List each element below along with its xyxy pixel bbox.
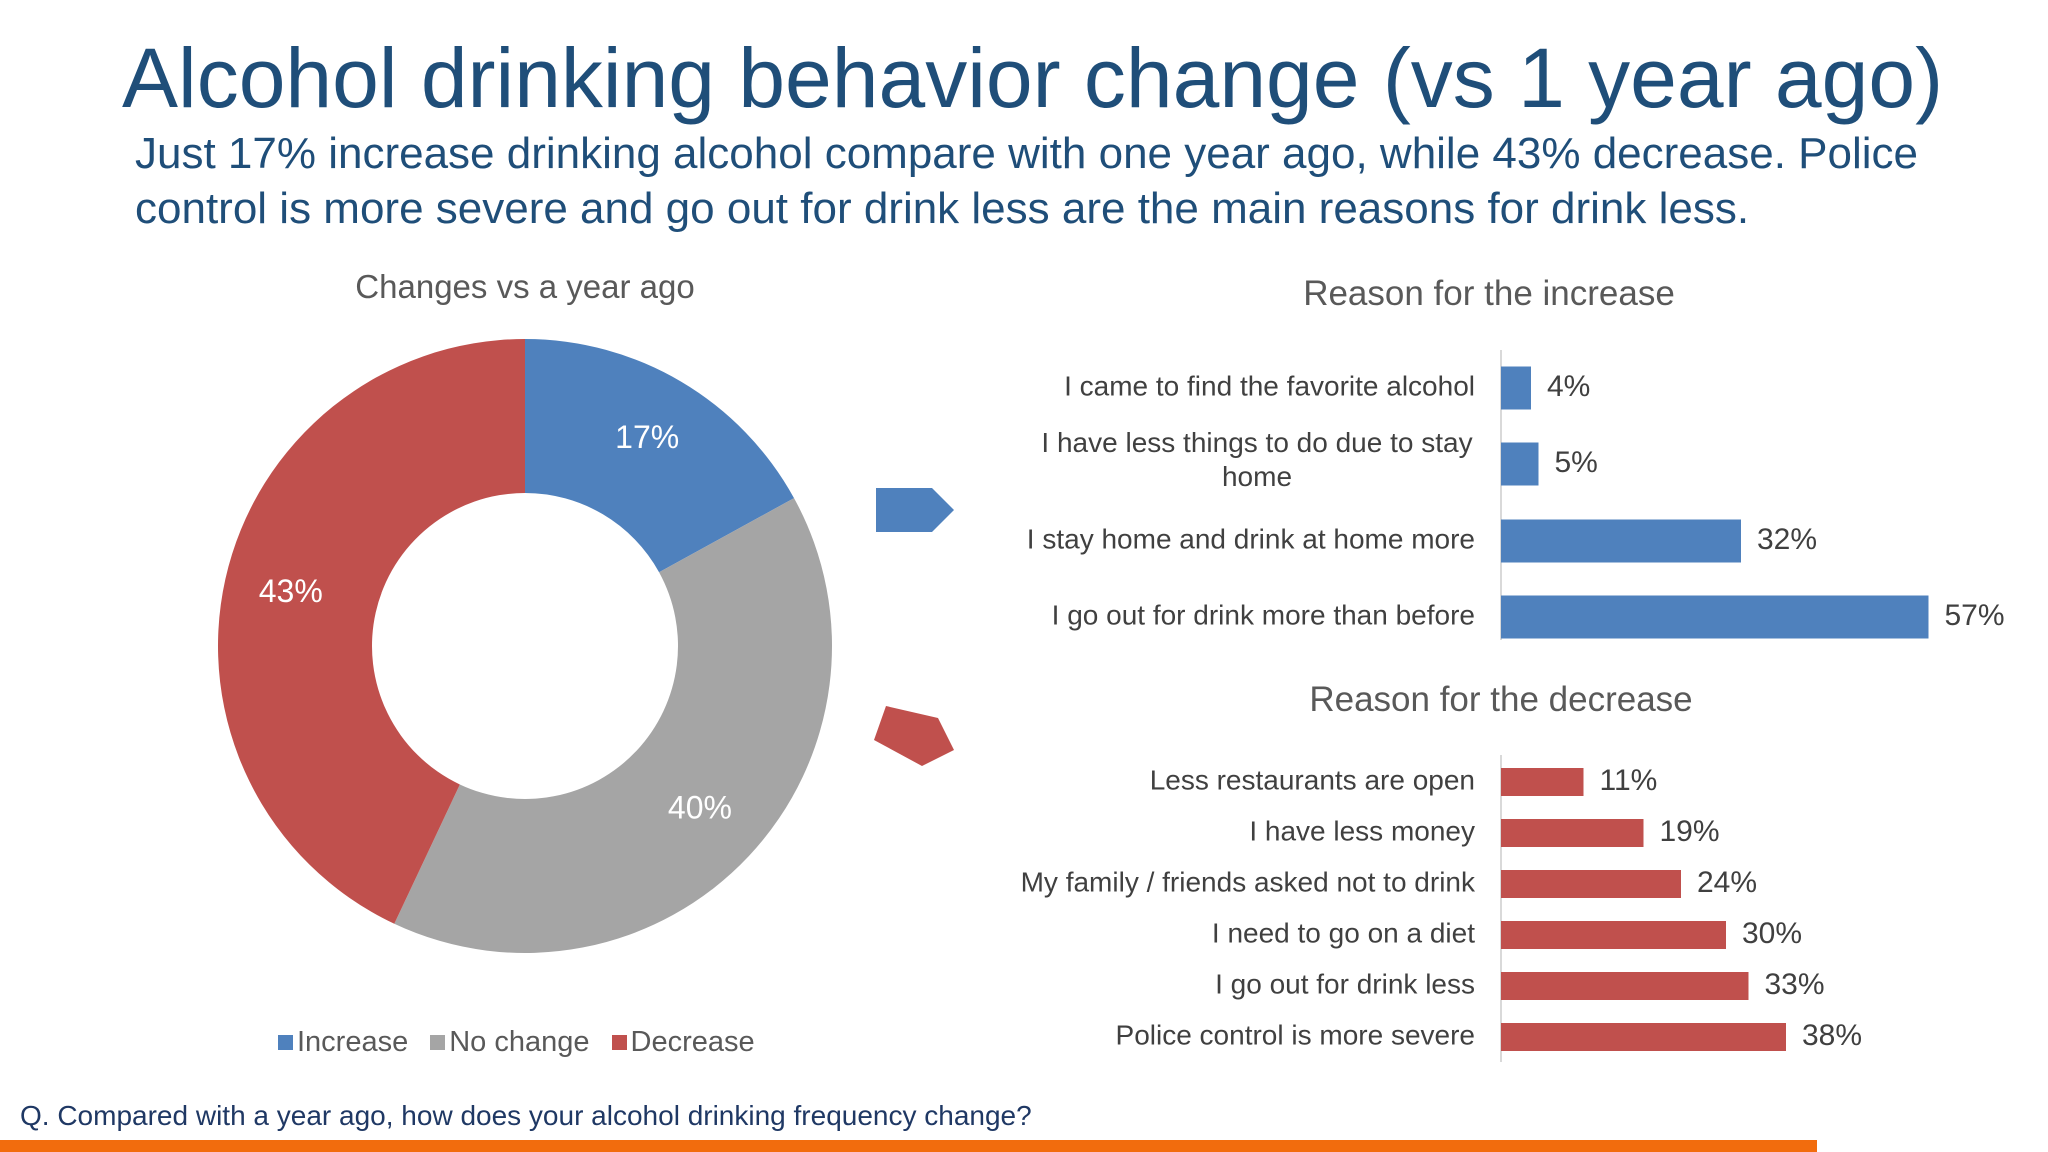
increase-bar: [1501, 519, 1741, 563]
legend-swatch-decrease: [611, 1035, 627, 1050]
donut-slice-no-change: [394, 498, 832, 953]
legend-item-increase: Increase: [278, 1026, 408, 1059]
decrease-value-label: 30%: [1742, 917, 1802, 950]
donut-label-no-change: 40%: [668, 790, 732, 826]
decrease-bar: [1501, 921, 1726, 949]
increase-value-label: 57%: [1945, 599, 2005, 632]
decrease-category-label: I have less money: [1249, 815, 1475, 846]
donut-slice-increase: [525, 339, 795, 573]
decrease-bar: [1501, 870, 1681, 898]
decrease-category-label: My family / friends asked not to drink: [1021, 866, 1476, 897]
donut-chart: 17% 40% 43%: [218, 339, 832, 953]
decrease-value-label: 33%: [1765, 968, 1825, 1001]
decrease-category-label: Less restaurants are open: [1150, 764, 1475, 795]
decrease-value-label: 11%: [1600, 764, 1658, 797]
donut-chart-title: Changes vs a year ago: [355, 268, 695, 305]
increase-value-label: 5%: [1555, 446, 1598, 479]
increase-bar: [1501, 366, 1531, 410]
increase-arrow-icon: [876, 488, 954, 532]
legend-swatch-increase: [278, 1035, 293, 1050]
legend-swatch-no-change: [430, 1035, 446, 1050]
decrease-value-label: 38%: [1802, 1019, 1862, 1052]
decrease-bar: [1501, 768, 1584, 796]
slide-subtitle: Just 17% increase drinking alcohol compa…: [135, 129, 1918, 233]
donut-legend: Increase No change Decrease: [278, 1026, 755, 1059]
donut-label-decrease: 43%: [259, 573, 323, 609]
decrease-bar: [1501, 819, 1644, 847]
legend-item-decrease: Decrease: [611, 1026, 755, 1059]
legend-item-no-change: No change: [430, 1026, 590, 1059]
legend-label-increase: Increase: [297, 1026, 409, 1058]
decrease-chart-title: Reason for the decrease: [1309, 680, 1693, 719]
decrease-arrow-icon: [874, 706, 954, 766]
decrease-value-label: 24%: [1697, 866, 1757, 899]
increase-chart-title: Reason for the increase: [1303, 274, 1675, 313]
increase-category-label: I have less things to do due to stay home: [1041, 427, 1472, 492]
decrease-bar: [1501, 972, 1749, 1000]
donut-slice-decrease: [218, 339, 526, 924]
increase-bar: [1501, 442, 1539, 486]
increase-category-label: I came to find the favorite alcohol: [1064, 370, 1475, 401]
increase-category-label: I stay home and drink at home more: [1027, 523, 1475, 554]
accent-line: [0, 1140, 1817, 1152]
decrease-category-label: I need to go on a diet: [1212, 917, 1475, 948]
increase-value-label: 4%: [1547, 370, 1590, 403]
reason-bar-charts: 4% I came to find the favorite alcohol 5% I…: [1021, 350, 2005, 1062]
question-footnote: Q. Compared with a year ago, how does yo…: [20, 1100, 1032, 1131]
increase-category-label: I go out for drink more than before: [1052, 599, 1475, 630]
donut-label-increase: 17%: [615, 419, 679, 455]
increase-value-label: 32%: [1757, 523, 1817, 556]
decrease-category-label: I go out for drink less: [1215, 968, 1475, 999]
decrease-bar: [1501, 1023, 1786, 1051]
decrease-value-label: 19%: [1660, 815, 1720, 848]
increase-bar: [1501, 595, 1929, 639]
legend-label-no-change: No change: [449, 1026, 590, 1058]
slide-title: Alcohol drinking behavior change (vs 1 y…: [122, 31, 1944, 125]
decrease-category-label: Police control is more severe: [1116, 1019, 1475, 1050]
legend-label-decrease: Decrease: [630, 1026, 755, 1058]
